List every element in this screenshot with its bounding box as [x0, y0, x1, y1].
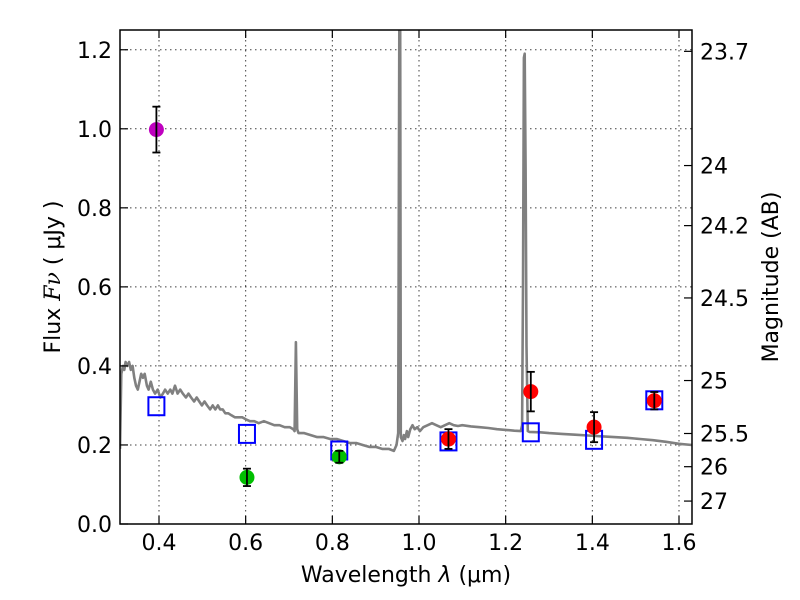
y-tick-label: 0.4	[77, 355, 112, 380]
x-tick-label: 1.6	[662, 531, 697, 556]
x-tick-label: 0.8	[315, 531, 350, 556]
y-tick-label: 0.6	[77, 276, 112, 301]
x-tick-label: 1.2	[488, 531, 523, 556]
y2-tick-label: 25.5	[700, 422, 749, 447]
model-photometry-square	[147, 396, 166, 417]
plot-area	[120, 30, 692, 487]
y-tick-label: 0.2	[77, 434, 112, 459]
y-tick-label: 1.0	[77, 118, 112, 143]
x-tick-label: 1.4	[575, 531, 610, 556]
y2-tick-label: 23.7	[700, 40, 749, 65]
model-photometry-square	[521, 422, 540, 443]
y-tick-label: 0.8	[77, 197, 112, 222]
x-tick-label: 0.4	[142, 531, 177, 556]
model-spectrum-line	[120, 30, 692, 453]
model-photometry-square	[237, 423, 256, 444]
y2-tick-label: 24.2	[700, 215, 749, 240]
y2-tick-label: 24.5	[700, 287, 749, 312]
x-tick-label: 0.6	[228, 531, 263, 556]
y2-tick-label: 24	[700, 155, 728, 180]
x-tick-label: 1.0	[402, 531, 437, 556]
axes-ticks: 0.4 0.6 0.8 1.0 1.2 1.4 1.6 0.0 0.2 0.4 0.6 0.8 1.0 1…	[77, 30, 749, 556]
y-tick-label: 1.2	[77, 39, 112, 64]
plot-frame	[119, 29, 693, 525]
y2-tick-label: 27	[700, 490, 728, 515]
y2-tick-label: 25	[700, 370, 728, 395]
y-axis-title: Flux Fν ( μJy )	[41, 200, 66, 353]
y-tick-label: 0.0	[77, 513, 112, 538]
y2-tick-label: 26	[700, 456, 728, 481]
y2-axis-title: Magnitude (AB)	[759, 192, 784, 363]
x-axis-title: Wavelength λ (μm)	[301, 563, 511, 588]
